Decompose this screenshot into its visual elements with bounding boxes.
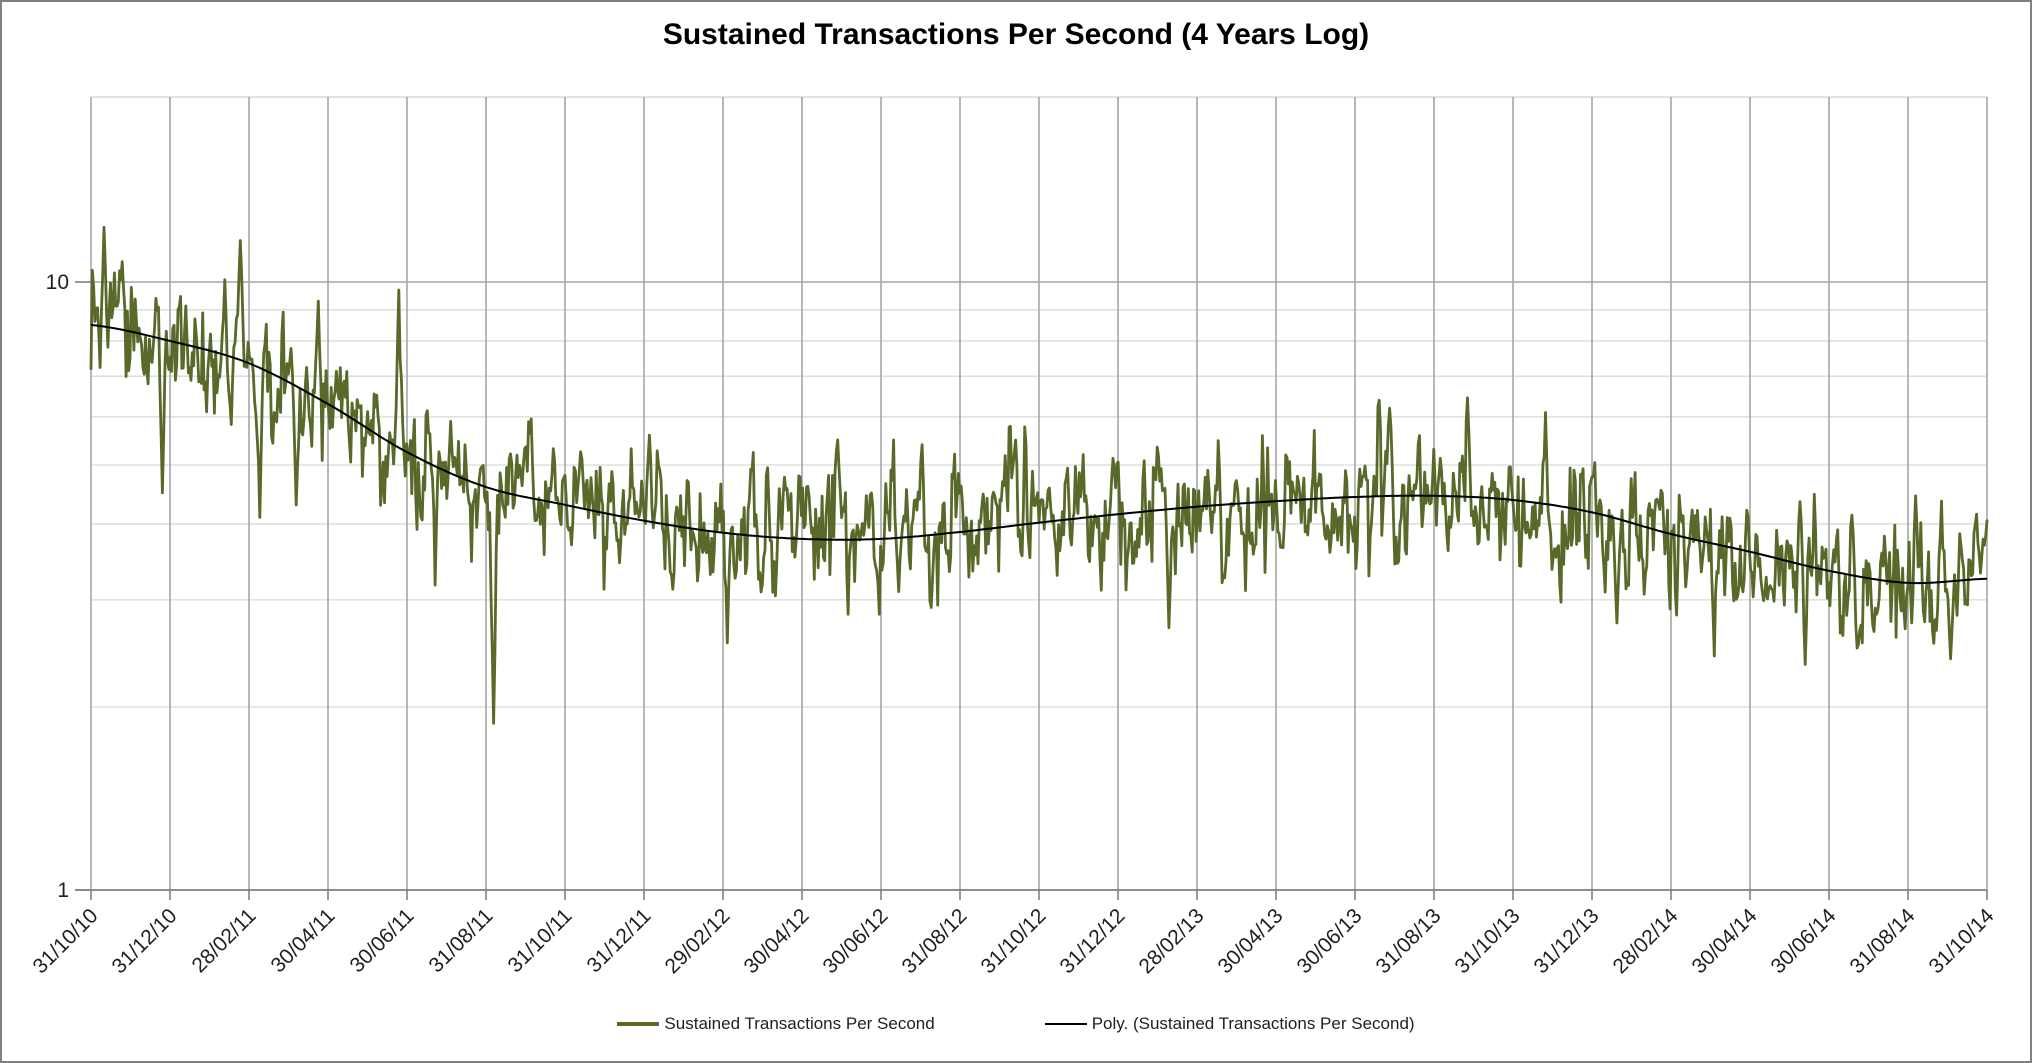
x-axis-label: 31/08/11 [425, 904, 498, 977]
legend-label-trendline: Poly. (Sustained Transactions Per Second… [1091, 1014, 1415, 1033]
x-axis-label: 31/08/12 [897, 904, 971, 978]
x-axis-label: 31/08/13 [1371, 904, 1445, 978]
x-axis-label: 30/06/12 [818, 904, 892, 978]
x-axis-label: 28/02/13 [1134, 904, 1208, 978]
x-axis-label: 30/06/11 [346, 904, 419, 977]
series-line-swatch [617, 1022, 660, 1026]
x-axis-label: 30/06/13 [1292, 904, 1366, 978]
x-axis-label: 30/04/14 [1687, 904, 1761, 978]
trendline-swatch [1044, 1023, 1087, 1025]
x-axis-label: 31/12/11 [583, 904, 656, 977]
x-axis-label: 30/04/11 [267, 904, 340, 977]
x-axis-label: 31/10/13 [1450, 904, 1524, 978]
x-axis-label: 28/02/14 [1608, 904, 1682, 978]
x-axis-label: 30/06/14 [1766, 904, 1840, 978]
legend-label-series: Sustained Transactions Per Second [664, 1014, 935, 1033]
x-axis-label: 31/10/11 [504, 904, 577, 977]
legend-item-series: Sustained Transactions Per Second [617, 1014, 935, 1034]
y-axis-tick-label: 10 [46, 271, 69, 294]
y-axis-tick-label: 1 [57, 879, 69, 902]
x-axis-label: 28/02/11 [188, 904, 261, 977]
x-axis-label: 31/12/13 [1529, 904, 1603, 978]
legend: Sustained Transactions Per Second Poly. … [2, 1004, 2030, 1044]
chart-title: Sustained Transactions Per Second (4 Yea… [662, 18, 1370, 51]
x-axis-label: 31/10/14 [1924, 904, 1998, 978]
x-axis-label: 30/04/13 [1213, 904, 1287, 978]
x-axis-label: 31/12/10 [107, 904, 181, 978]
x-axis-label: 31/10/10 [28, 904, 102, 978]
x-axis-label: 31/08/14 [1845, 904, 1919, 978]
x-axis-label: 31/10/12 [976, 904, 1050, 978]
x-axis-label: 31/12/12 [1055, 904, 1129, 978]
legend-item-trendline: Poly. (Sustained Transactions Per Second… [1044, 1014, 1415, 1034]
x-axis-label: 29/02/12 [660, 904, 734, 978]
x-axis-label: 30/04/12 [739, 904, 813, 978]
poly-trendline [90, 323, 1988, 585]
